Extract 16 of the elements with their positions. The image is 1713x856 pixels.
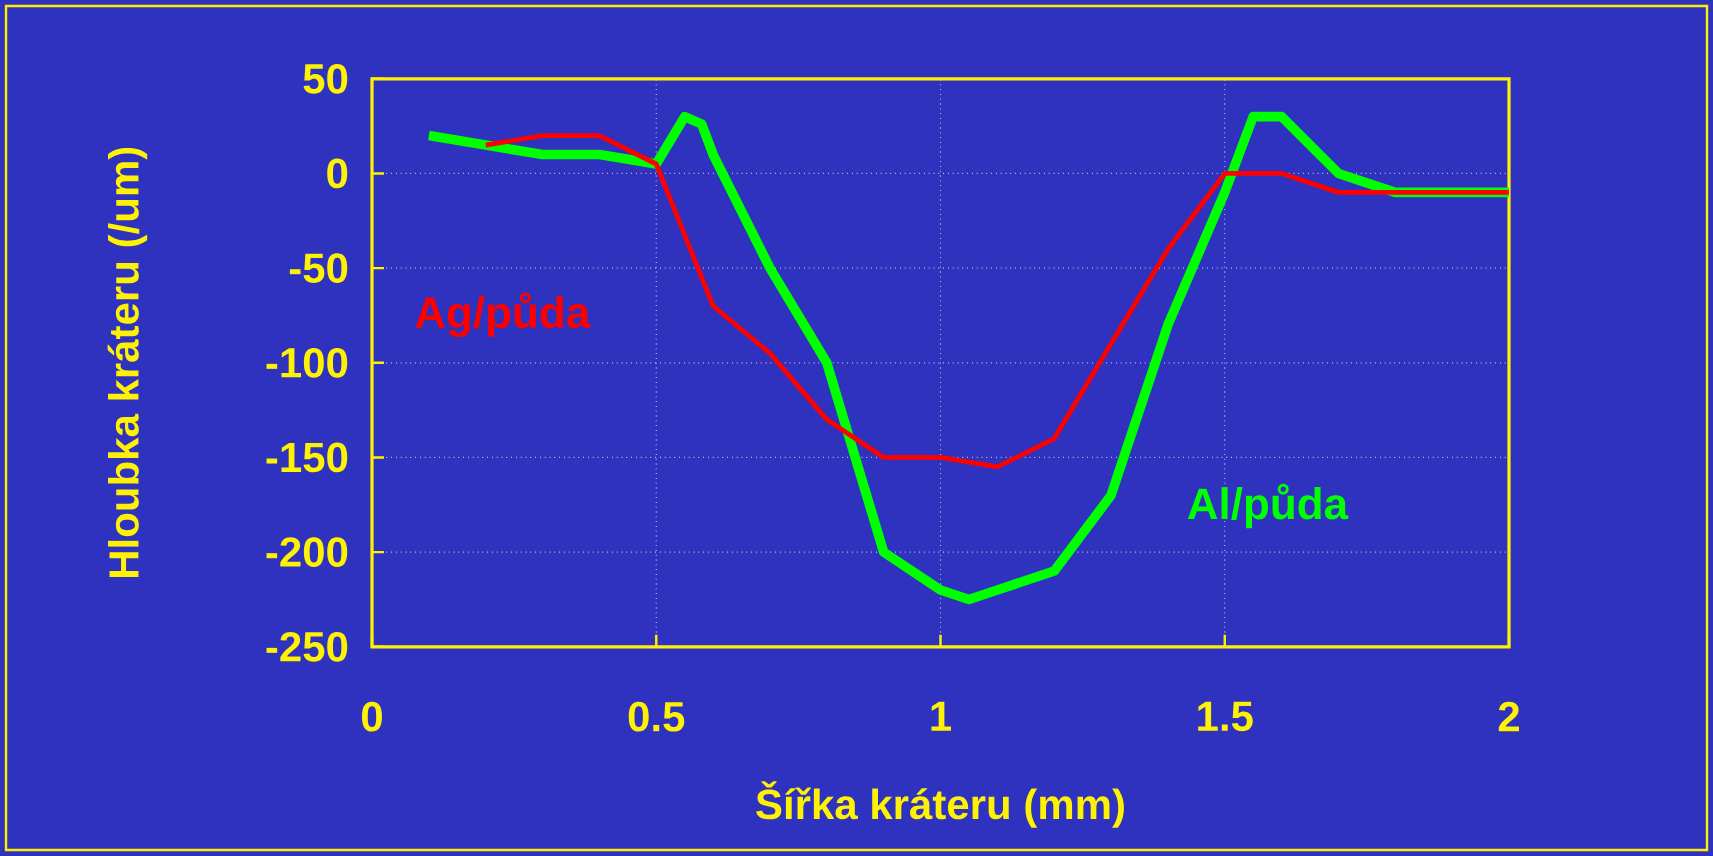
- x-tick-label: 0.5: [628, 701, 685, 732]
- y-tick-label: -50: [289, 253, 348, 283]
- y-tick-label: -200: [266, 537, 348, 567]
- x-tick-label: 0: [361, 701, 382, 732]
- y-axis-title: Hloubka kráteru (/um): [107, 147, 148, 577]
- x-axis-title: Šířka kráteru (mm): [756, 781, 1124, 828]
- x-tick-label: 2: [1498, 701, 1519, 732]
- x-tick-label: 1: [931, 701, 952, 731]
- y-tick-label: -100: [266, 347, 348, 378]
- series-label: Al/půda: [1187, 483, 1349, 529]
- y-tick-label: 50: [303, 63, 348, 94]
- text: Ag/půda: [415, 292, 591, 338]
- y-tick-label: -150: [266, 442, 348, 473]
- y-tick-label: -250: [266, 631, 348, 662]
- y-tick-label: 0: [327, 158, 348, 189]
- x-tick-label: 1.5: [1198, 701, 1253, 732]
